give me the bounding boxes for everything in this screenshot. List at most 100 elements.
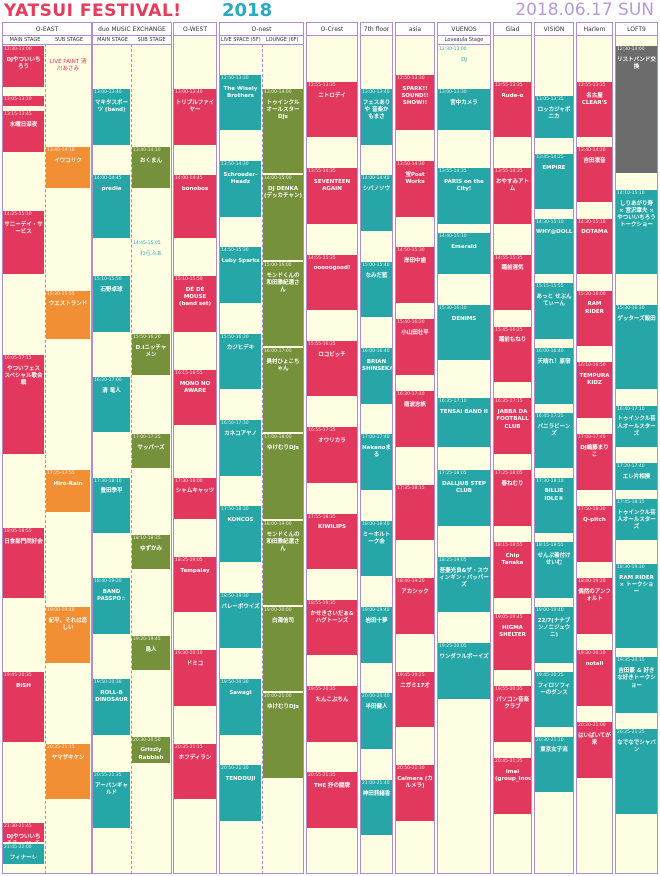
performance-slot[interactable]: 19:30-20:10 ドミコ bbox=[174, 650, 216, 706]
performance-slot[interactable]: 15:50-16:20 D.Iニッチャメン bbox=[132, 333, 170, 375]
performance-slot[interactable]: 13:55-14:35 おやすみアトム bbox=[494, 168, 531, 224]
performance-slot[interactable]: 19:00-20:00 白濁信司 bbox=[263, 607, 303, 692]
performance-slot[interactable]: 17:30-18:10 BILLIE IDLE® bbox=[535, 477, 573, 534]
performance-slot[interactable]: 19:35-20:15 吉田豪 & 好きな好きトークショー bbox=[616, 657, 657, 713]
performance-slot[interactable]: 19:55-20:35 パソコン音楽クラブ bbox=[494, 686, 531, 742]
performance-slot[interactable]: 15:15-15:55 あっと せぶんてぃーん bbox=[535, 283, 573, 339]
performance-slot[interactable]: 20:20-21:00 はいばいてが来 bbox=[577, 722, 612, 778]
performance-slot[interactable]: 13:00-14:00 トゥインクル オールスター DJs bbox=[263, 89, 303, 174]
performance-slot[interactable]: 19:25-20:05 ワンダフルボーイズ bbox=[438, 643, 490, 699]
performance-slot[interactable]: 17:00-17:25 サッパーズ bbox=[132, 434, 170, 469]
performance-slot[interactable]: 20:00-21:00 ゆけむりDJs bbox=[263, 693, 303, 778]
performance-slot[interactable]: 15:30-16:10 DENIMS bbox=[438, 304, 490, 361]
performance-slot[interactable]: 13:50-14:30 蛍Post Works bbox=[396, 161, 434, 217]
performance-slot[interactable]: 18:05-18:55 日食部門同好会 bbox=[3, 527, 44, 598]
performance-slot[interactable]: 16:35-17:15 JABBA DA FOOTBALL CLUB bbox=[494, 398, 531, 454]
performance-slot[interactable]: 14:00-14:45 predia bbox=[93, 175, 130, 239]
performance-slot[interactable]: 15:10-15:50 DÉ DÉ MOUSE (band set) bbox=[174, 276, 216, 332]
performance-slot[interactable]: 18:00-19:00 モンドくんの和田雅紀選さん bbox=[263, 520, 303, 606]
performance-slot[interactable]: 21:45-22:00 フィナーレ bbox=[3, 844, 44, 864]
performance-slot[interactable]: 17:25-18:05 DALLJUB STEP CLUB bbox=[438, 470, 490, 526]
performance-slot[interactable]: 16:05-17:15 やついフェス スペシャル歌合戦 bbox=[3, 355, 44, 454]
performance-slot[interactable]: 16:15-16:55 MONO NO AWARE bbox=[174, 369, 216, 426]
performance-slot[interactable]: 18:15-18:55 Chip Tanaka bbox=[494, 542, 531, 598]
performance-slot[interactable]: 18:55-19:35 かせきさいだぁ&ハグトーンズ bbox=[307, 599, 357, 656]
performance-slot[interactable]: 16:20-17:00 清 竜人 bbox=[93, 376, 130, 433]
performance-slot[interactable]: 19:55-20:35 たんこぶちん bbox=[307, 686, 357, 742]
performance-slot[interactable]: 17:45-18:15 トゥインクル芸人オールスターズ bbox=[616, 499, 657, 541]
performance-slot[interactable]: 17:00-18:00 ゆけむりDJs bbox=[263, 434, 303, 519]
performance-slot[interactable]: 21:30-21:45 DJやついいちろう with チケチャイ! bbox=[3, 822, 44, 843]
performance-slot[interactable]: 17:00-17:40 DJ嶋藤まりこ bbox=[577, 434, 612, 490]
performance-slot[interactable]: 18:00-18:40 ミーホルトーク会 bbox=[361, 520, 392, 577]
performance-slot[interactable]: 17:35-18:15 bbox=[396, 484, 434, 541]
performance-slot[interactable]: 18:10-18:35 ゆずかみ bbox=[132, 535, 170, 570]
performance-slot[interactable]: 17:30-18:10 豊田季平 bbox=[93, 477, 130, 534]
performance-slot[interactable]: 13:05-13:10ステージ前 清川あさみ bbox=[3, 96, 44, 107]
performance-slot[interactable]: 15:55-16:35 ロコビッチ bbox=[307, 340, 357, 397]
performance-slot[interactable]: 15:20-16:00 RAM RIDER bbox=[577, 290, 612, 347]
performance-slot[interactable]: 13:55-14:35 PARIS on the City! bbox=[438, 168, 490, 224]
performance-slot[interactable]: 15:20-15:55 ウエストランド bbox=[46, 290, 90, 339]
performance-slot[interactable]: 12:50-13:30 SPARK!! SOUND!! SHOW!! bbox=[396, 74, 434, 131]
performance-slot[interactable]: LIVE PAINT 清川あさみ bbox=[46, 54, 90, 84]
performance-slot[interactable]: 15:00-15:40 なみだ藍 bbox=[361, 261, 392, 318]
performance-slot[interactable]: 14:45-15:05 わらふぁ bbox=[132, 240, 170, 267]
performance-slot[interactable]: 18:15-18:55 せんぷ着付けせいむ bbox=[535, 542, 573, 598]
performance-slot[interactable]: 20:35-21:15 ヤマザキケン bbox=[46, 743, 90, 800]
performance-slot[interactable]: 16:50-17:30 カネコアヤノ bbox=[220, 420, 261, 476]
performance-slot[interactable]: 15:45-16:25 踊前もねり bbox=[494, 326, 531, 383]
performance-slot[interactable]: 17:50-18:30 KONCOS bbox=[220, 506, 261, 562]
performance-slot[interactable]: 17:55-18:35 KIWILIPS bbox=[307, 513, 357, 570]
performance-slot[interactable]: 16:45-17:25 バニラビーンズ bbox=[535, 412, 573, 469]
performance-slot[interactable]: 17:20-17:40 エレ片相撲 bbox=[616, 463, 657, 490]
performance-slot[interactable]: 15:40-16:20 小山田壮平 bbox=[396, 319, 434, 375]
performance-slot[interactable]: 19:50-20:30 ROLL-B DINOSAUR bbox=[93, 678, 130, 735]
performance-slot[interactable]: 16:10-16:50 TEMPURA KIDZ bbox=[577, 362, 612, 419]
performance-slot[interactable]: 17:00-17:40 Nakanoまる bbox=[361, 434, 392, 490]
performance-slot[interactable]: 13:00-13:40 トリプルファイヤー bbox=[174, 89, 216, 145]
performance-slot[interactable]: 20:45-21:25 imai (group_inou) bbox=[494, 758, 531, 814]
performance-slot[interactable]: 19:00-19:40 紀平、それは恋しい bbox=[46, 607, 90, 663]
performance-slot[interactable]: 13:00-13:40 フェスありや 音楽かもまさ bbox=[361, 89, 392, 145]
performance-slot[interactable]: 17:25-17:55 Hiro-Rain bbox=[46, 470, 90, 512]
performance-slot[interactable]: 14:40-15:10 Emerald bbox=[438, 233, 490, 275]
performance-slot[interactable]: 18:50-19:30 バレーボウイズ bbox=[220, 592, 261, 649]
performance-slot[interactable]: 13:45-14:25 EMPiRE bbox=[535, 153, 573, 210]
performance-slot[interactable]: 14:00-15:00 DJ DENKA (デッカチャン) bbox=[263, 175, 303, 260]
performance-slot[interactable]: 18:30-19:30 RAM RIDER × トークショー bbox=[616, 563, 657, 649]
performance-slot[interactable]: 12:55-13:35 名古屋CLEAR'S bbox=[577, 81, 612, 138]
performance-slot[interactable]: 12:55-13:35 ニトロデイ bbox=[307, 81, 357, 138]
performance-slot[interactable]: 12:55-13:35 Rude-α bbox=[494, 81, 531, 138]
performance-slot[interactable]: 12:30-13:00 DJ bbox=[438, 46, 490, 87]
performance-slot[interactable]: 18:40-19:20 偶然のアンフォルト bbox=[577, 578, 612, 634]
performance-slot[interactable]: 12:30-13:00 DJやついいちろう bbox=[3, 46, 44, 88]
performance-slot[interactable]: 18:40-19:20 BAND PASSPO☆ bbox=[93, 578, 130, 634]
performance-slot[interactable]: 16:00-16:40 BRIAN SHINSEKAI bbox=[361, 348, 392, 404]
performance-slot[interactable]: 19:00-19:40 岩田十夢 bbox=[361, 607, 392, 663]
performance-slot[interactable]: 20:30-21:10 東京女子流 bbox=[535, 736, 573, 793]
performance-slot[interactable]: 19:30-20:10 notall bbox=[577, 650, 612, 706]
performance-slot[interactable]: 16:40-17:10 トゥインクル芸人オールスターズ bbox=[616, 405, 657, 447]
performance-slot[interactable]: 15:30-16:30 ゲッターズ飯田 bbox=[616, 304, 657, 390]
performance-slot[interactable]: 17:50-18:30 Q-pitch bbox=[577, 506, 612, 562]
performance-slot[interactable]: 14:30-15:10 DOTAMA bbox=[577, 218, 612, 275]
performance-slot[interactable]: 19:45-20:35 BiSH bbox=[3, 671, 44, 742]
performance-slot[interactable]: 19:20-19:45 鳥人 bbox=[132, 635, 170, 670]
performance-slot[interactable]: 14:55-15:35 ooooogood! bbox=[307, 254, 357, 311]
performance-slot[interactable]: 13:00-13:30 宮中カメラ bbox=[438, 89, 490, 131]
performance-slot[interactable]: 13:40-14:10 おくまん bbox=[132, 146, 170, 188]
performance-slot[interactable]: 19:50-20:30 Sawagi bbox=[220, 678, 261, 735]
performance-slot[interactable]: 13:40-14:20 吉田凛音 bbox=[577, 146, 612, 203]
performance-slot[interactable]: 12:50-13:30 The Wisely Brothers bbox=[220, 74, 261, 131]
performance-slot[interactable]: 20:25-21:25 なでなでシャバン bbox=[616, 729, 657, 814]
performance-slot[interactable]: 19:45-20:25 ニガミ17才 bbox=[396, 671, 434, 728]
performance-slot[interactable]: 20:00-20:40 半田健人 bbox=[361, 693, 392, 749]
performance-slot[interactable]: 20:35-21:15 ホフディラン bbox=[174, 743, 216, 800]
performance-slot[interactable]: 16:00-16:40 天晴れ！原宿 bbox=[535, 348, 573, 404]
performance-slot[interactable]: 14:50-15:30 Luby Sparks bbox=[220, 247, 261, 303]
performance-slot[interactable]: 19:45-20:25 フィロソフィーのダンス bbox=[535, 671, 573, 728]
performance-slot[interactable]: 18:25-19:05 吾妻光良&ザ・スウィンギン・バッパーズ bbox=[438, 556, 490, 613]
performance-slot[interactable]: 13:40-14:10 イワコリク bbox=[46, 146, 90, 188]
performance-slot[interactable]: 13:00-13:40 マキタスポーツ (band) bbox=[93, 89, 130, 145]
